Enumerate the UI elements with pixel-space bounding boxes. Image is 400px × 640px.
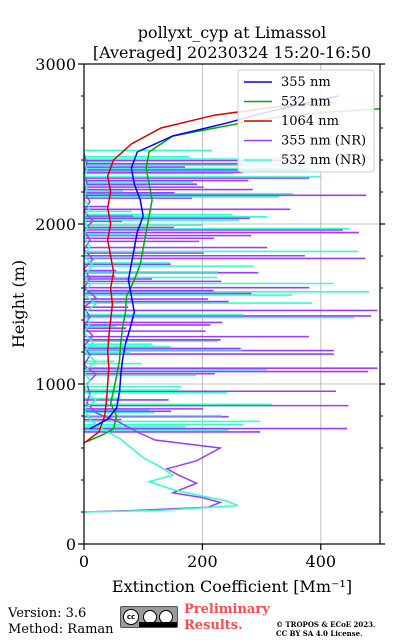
x-axis-label: Extinction Coefficient [Mm⁻¹] [112, 577, 352, 596]
legend-label: 355 nm [281, 75, 331, 90]
plot-frame [83, 63, 381, 545]
series-line-1 [86, 108, 381, 443]
y-axis-label: Height (m) [9, 260, 28, 348]
extinction-chart: pollyxt_cyp at Limassol [Averaged] 20230… [9, 23, 385, 596]
cc-license-badge[interactable]: cc [120, 606, 178, 628]
legend-label: 532 nm [281, 95, 331, 110]
chart-title-line1: pollyxt_cyp at Limassol [138, 23, 327, 42]
legend: 355 nm 532 nm 1064 nm 355 nm (NR) 532 nm (NR… [237, 69, 375, 173]
legend-label: 532 nm (NR) [281, 153, 366, 168]
series-line-2 [83, 101, 333, 444]
chart-title-line2: [Averaged] 20230324 15:20-16:50 [93, 43, 371, 62]
series-line-0 [89, 95, 339, 430]
legend-label: 1064 nm [281, 114, 339, 129]
copyright-line1: © TROPOS & ECoE 2023. [276, 620, 376, 629]
x-tick-label: 200 [187, 552, 218, 571]
legend-label: 355 nm (NR) [281, 134, 366, 149]
copyright-line2: CC BY SA 4.0 License. [276, 629, 363, 638]
method-text: Method: Raman [8, 622, 114, 637]
copyright-notice: © TROPOS & ECoE 2023. CC BY SA 4.0 Licen… [276, 620, 396, 638]
series-line-3 [83, 153, 223, 513]
x-tick-label: 0 [79, 552, 89, 571]
y-tick-label: 2000 [35, 215, 76, 234]
preliminary-results-notice: Preliminary Results. [184, 602, 274, 634]
y-tick-label: 1000 [35, 375, 76, 394]
noisy-spikes [84, 149, 378, 433]
x-tick-label: 400 [306, 552, 337, 571]
cc-icon: cc [123, 609, 139, 625]
y-tick-label: 3000 [35, 55, 76, 74]
preliminary-line1: Preliminary [184, 602, 270, 617]
y-tick-label: 0 [66, 535, 76, 554]
axis-ticks: 0 200 400 0 1000 2000 3000 [35, 55, 385, 571]
version-text: Version: 3.6 [8, 606, 87, 621]
preliminary-line2: Results. [184, 618, 243, 633]
badge-strip [139, 622, 177, 627]
legend-box [237, 69, 375, 173]
